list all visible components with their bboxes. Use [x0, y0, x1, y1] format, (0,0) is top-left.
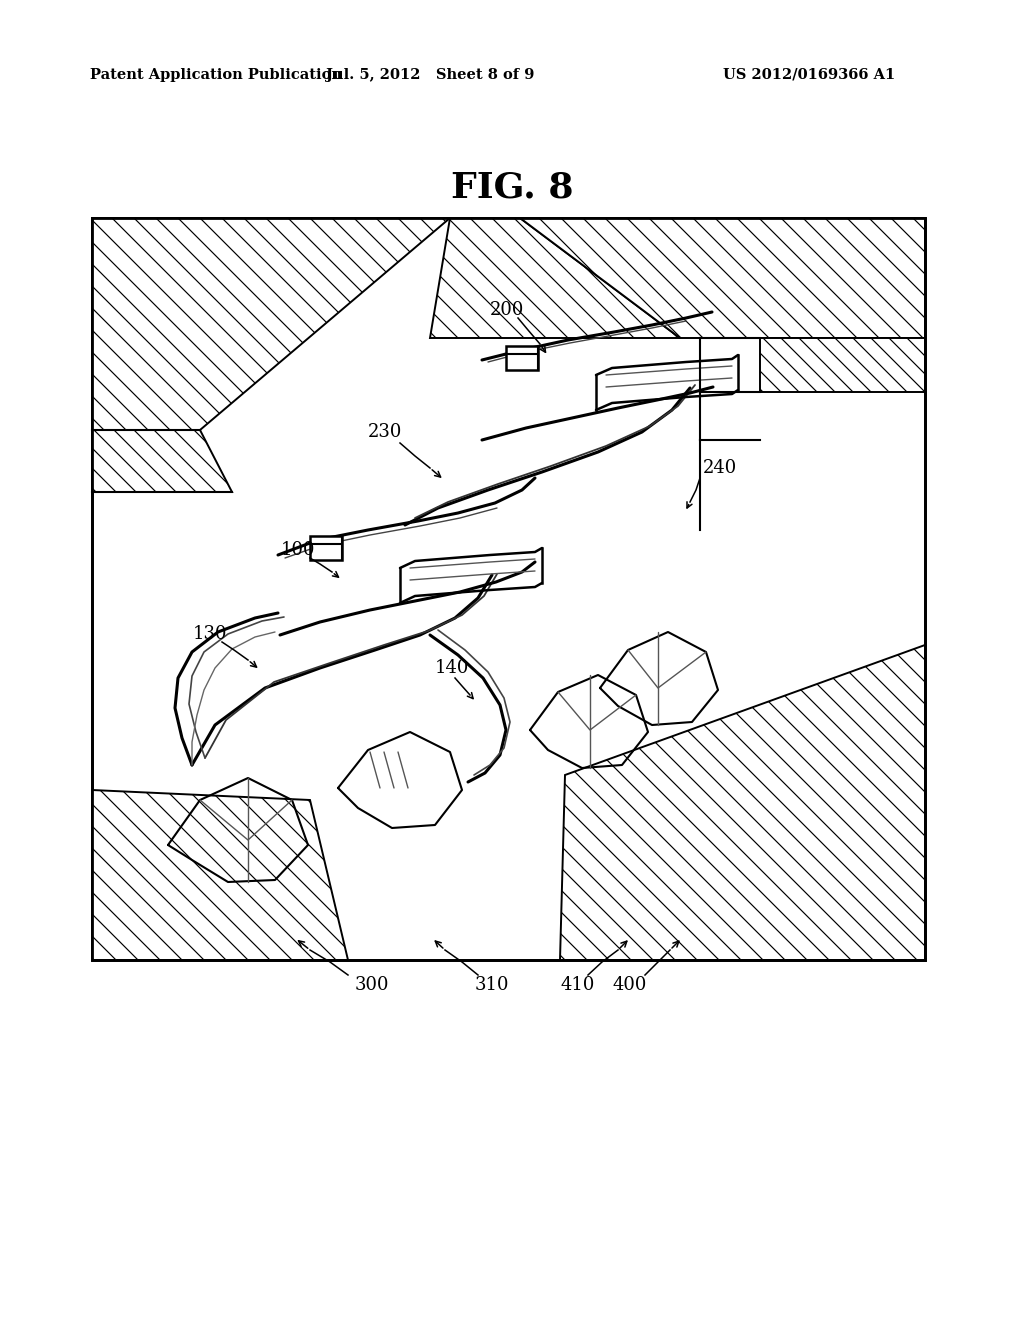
Polygon shape	[92, 430, 232, 492]
Polygon shape	[92, 789, 348, 960]
Text: US 2012/0169366 A1: US 2012/0169366 A1	[723, 69, 895, 82]
Text: Jul. 5, 2012   Sheet 8 of 9: Jul. 5, 2012 Sheet 8 of 9	[326, 69, 535, 82]
Text: FIG. 8: FIG. 8	[451, 172, 573, 205]
Polygon shape	[430, 218, 680, 338]
Polygon shape	[560, 645, 925, 960]
Text: 300: 300	[354, 975, 389, 994]
Polygon shape	[92, 218, 450, 430]
Polygon shape	[92, 218, 450, 430]
Bar	[310, 536, 342, 560]
Text: 240: 240	[703, 459, 737, 477]
Bar	[92, 218, 925, 960]
Polygon shape	[520, 218, 925, 338]
Text: 100: 100	[281, 541, 315, 558]
Text: 140: 140	[435, 659, 469, 677]
Polygon shape	[430, 218, 680, 338]
Text: 230: 230	[368, 422, 402, 441]
Bar	[92, 218, 925, 960]
Polygon shape	[760, 338, 925, 392]
Text: Patent Application Publication: Patent Application Publication	[90, 69, 342, 82]
Text: 130: 130	[193, 624, 227, 643]
Text: 410: 410	[561, 975, 595, 994]
Polygon shape	[760, 338, 925, 392]
Polygon shape	[560, 645, 925, 960]
Text: 400: 400	[612, 975, 647, 994]
Polygon shape	[92, 430, 232, 492]
Polygon shape	[92, 789, 348, 960]
Text: 200: 200	[489, 301, 524, 319]
Bar	[506, 346, 538, 370]
Polygon shape	[520, 218, 925, 338]
Text: 310: 310	[475, 975, 509, 994]
